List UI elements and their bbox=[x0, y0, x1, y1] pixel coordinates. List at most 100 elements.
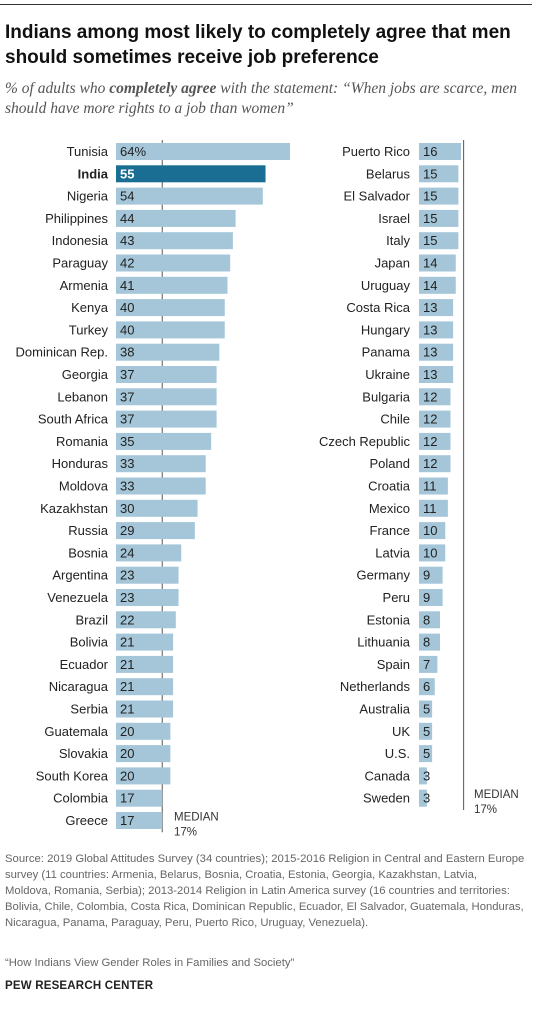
category-label: Guatemala bbox=[44, 724, 108, 739]
bar-south-africa bbox=[116, 410, 217, 428]
chart-title: Indians among most likely to completely … bbox=[5, 22, 511, 68]
bar-kenya bbox=[116, 299, 225, 317]
bar-philippines bbox=[116, 209, 236, 227]
bar-france bbox=[419, 522, 446, 540]
bar-mexico bbox=[419, 499, 448, 517]
bar-nigeria bbox=[116, 187, 263, 205]
bar-puerto-rico bbox=[419, 143, 461, 160]
median-label: MEDIAN bbox=[174, 811, 219, 823]
value-label: 21 bbox=[120, 657, 134, 672]
category-label: UK bbox=[392, 724, 410, 739]
bar-turkey bbox=[116, 321, 225, 339]
value-label: 8 bbox=[423, 635, 430, 650]
bar-slovakia bbox=[116, 745, 171, 763]
category-label: Czech Republic bbox=[319, 434, 411, 449]
value-label: 15 bbox=[423, 233, 437, 248]
value-label: 13 bbox=[423, 367, 437, 382]
bar-belarus bbox=[419, 165, 459, 183]
category-label: Costa Rica bbox=[346, 300, 410, 315]
category-label: Bulgaria bbox=[362, 389, 410, 404]
category-label: Netherlands bbox=[340, 679, 411, 694]
value-label: 11 bbox=[423, 501, 437, 516]
value-label: 17 bbox=[120, 791, 134, 806]
value-label: 29 bbox=[120, 523, 134, 538]
value-label: 30 bbox=[120, 501, 134, 516]
value-label: 15 bbox=[423, 189, 437, 204]
category-label: Poland bbox=[370, 456, 410, 471]
value-label: 3 bbox=[423, 791, 430, 806]
value-label: 6 bbox=[423, 679, 430, 694]
bar-poland bbox=[419, 455, 451, 473]
bar-bosnia bbox=[116, 544, 182, 562]
value-label: 14 bbox=[423, 256, 437, 271]
bar-colombia bbox=[116, 789, 163, 807]
category-label: El Salvador bbox=[344, 189, 411, 204]
category-label: Philippines bbox=[45, 211, 108, 226]
category-label: Ukraine bbox=[365, 367, 410, 382]
value-label: 54 bbox=[120, 189, 134, 204]
value-label: 44 bbox=[120, 211, 134, 226]
chart-subtitle: % of adults who completely agree with th… bbox=[5, 79, 535, 119]
category-label: Mexico bbox=[369, 501, 410, 516]
value-label: 22 bbox=[120, 612, 134, 627]
bar-paraguay bbox=[116, 254, 231, 272]
category-label: U.S. bbox=[385, 746, 410, 761]
value-label: 20 bbox=[120, 724, 134, 739]
category-label: Latvia bbox=[375, 545, 410, 560]
value-label: 40 bbox=[120, 300, 134, 315]
bar-guatemala bbox=[116, 722, 171, 740]
bar-georgia bbox=[116, 366, 217, 383]
bar-czech-republic bbox=[419, 432, 451, 450]
value-label: 7 bbox=[423, 657, 430, 672]
value-label: 37 bbox=[120, 367, 134, 382]
value-label: 55 bbox=[120, 166, 134, 181]
bar-armenia bbox=[116, 276, 228, 294]
value-label: 24 bbox=[120, 545, 134, 560]
bar-bulgaria bbox=[419, 388, 451, 406]
median-label: MEDIAN bbox=[474, 789, 519, 801]
category-label: Greece bbox=[65, 813, 108, 828]
value-label: 23 bbox=[120, 568, 134, 583]
category-label: Russia bbox=[68, 523, 109, 538]
value-label: 14 bbox=[423, 278, 437, 293]
bar-canada bbox=[419, 767, 427, 785]
subtitle-text-after: with the statement: “When jobs are scarc… bbox=[5, 80, 517, 117]
bar-serbia bbox=[116, 700, 174, 718]
bar-russia bbox=[116, 522, 195, 540]
value-label: 33 bbox=[120, 479, 134, 494]
value-label: 40 bbox=[120, 322, 134, 337]
category-label: Slovakia bbox=[59, 746, 109, 761]
value-label: 10 bbox=[423, 523, 437, 538]
bar-u-s- bbox=[419, 745, 433, 763]
value-label: 9 bbox=[423, 568, 430, 583]
bar-ecuador bbox=[116, 655, 174, 673]
value-label: 13 bbox=[423, 322, 437, 337]
category-label: Croatia bbox=[368, 479, 411, 494]
value-label: 21 bbox=[120, 702, 134, 717]
category-label: Puerto Rico bbox=[342, 144, 410, 159]
bar-peru bbox=[419, 589, 443, 606]
bar-kazakhstan bbox=[116, 499, 198, 517]
value-label: 64% bbox=[120, 144, 146, 159]
bar-costa-rica bbox=[419, 299, 454, 317]
category-label: Japan bbox=[375, 256, 410, 271]
bar-japan bbox=[419, 254, 456, 272]
category-label: Lithuania bbox=[357, 635, 411, 650]
category-label: Peru bbox=[383, 590, 410, 605]
value-label: 21 bbox=[120, 679, 134, 694]
value-label: 12 bbox=[423, 434, 437, 449]
pew-logo-text: PEW RESEARCH CENTER bbox=[5, 980, 154, 992]
bar-croatia bbox=[419, 477, 448, 495]
bar-romania bbox=[116, 432, 212, 450]
bar-uruguay bbox=[419, 276, 456, 294]
category-label: Honduras bbox=[52, 456, 109, 471]
category-label: Germany bbox=[357, 568, 411, 583]
median-value-label: 17% bbox=[174, 826, 197, 838]
value-label: 13 bbox=[423, 345, 437, 360]
category-label: Panama bbox=[362, 345, 411, 360]
bar-lithuania bbox=[419, 633, 440, 651]
value-label: 38 bbox=[120, 345, 134, 360]
category-label: Nigeria bbox=[67, 189, 109, 204]
category-label: Lebanon bbox=[57, 389, 108, 404]
bar-venezuela bbox=[116, 589, 179, 606]
